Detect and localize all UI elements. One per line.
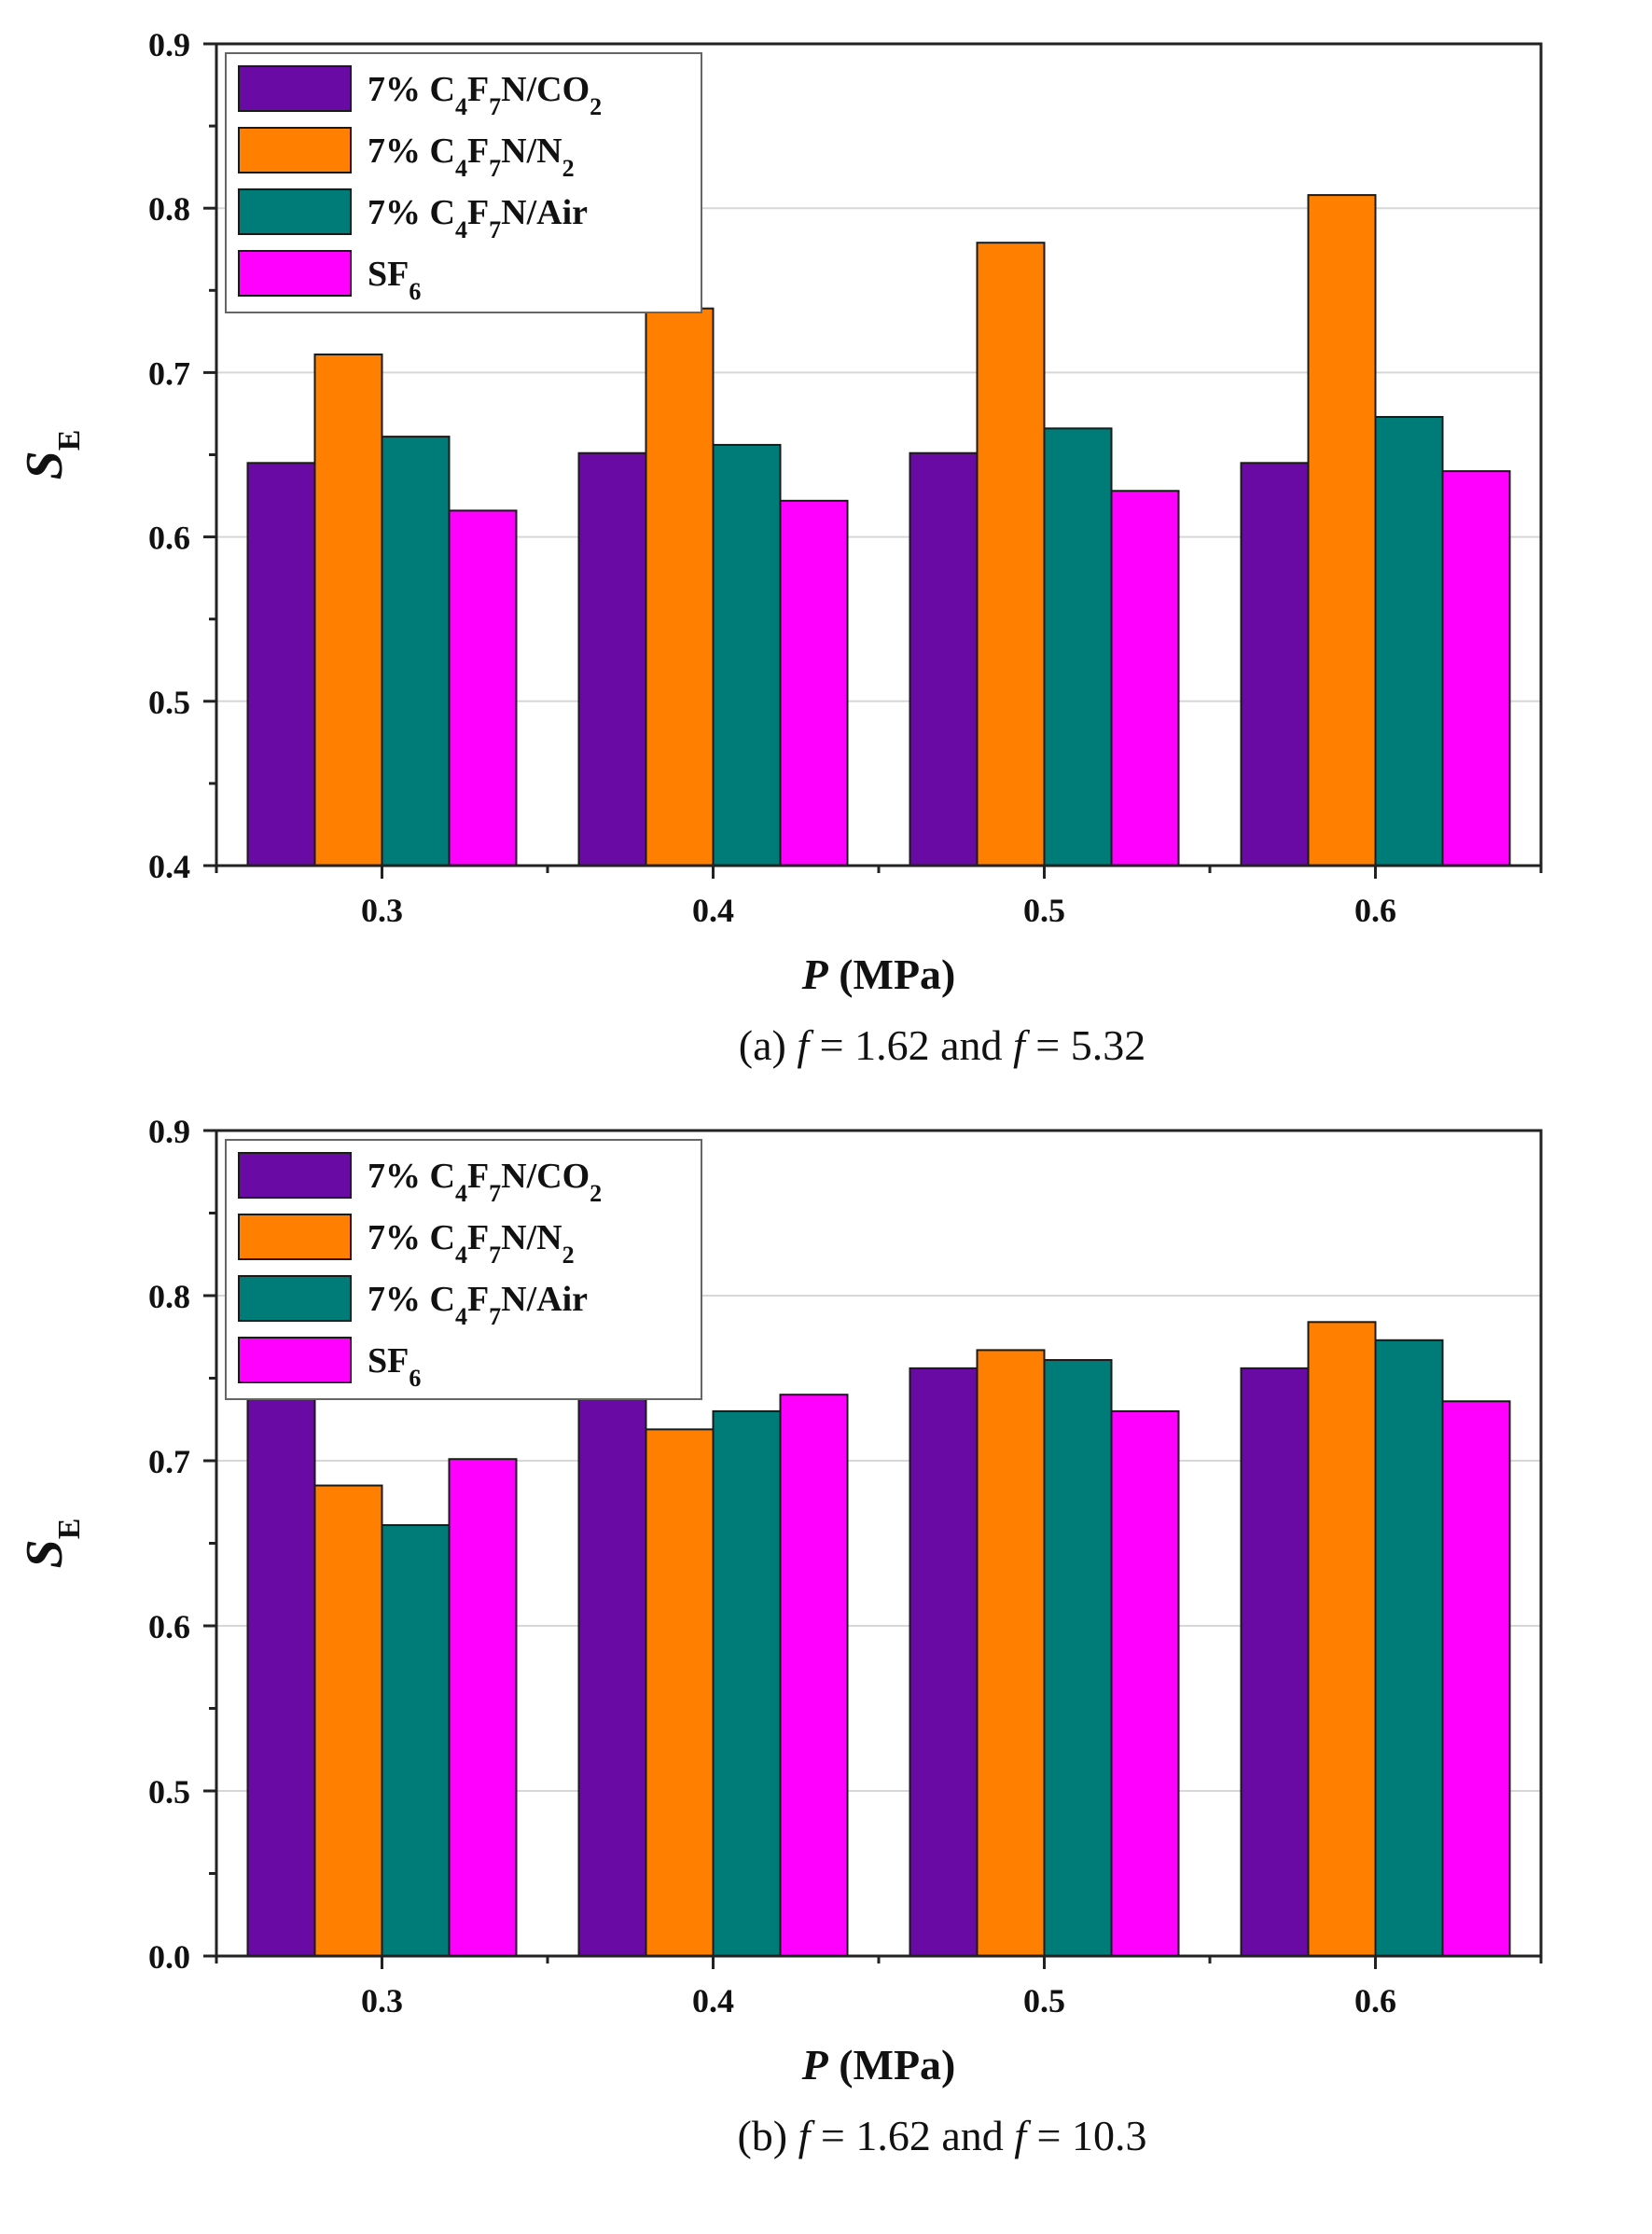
x-tick-label: 0.4 [692, 1982, 734, 2019]
bar-b-s3-0.3 [381, 1524, 451, 1958]
legend-swatch [238, 1214, 352, 1260]
bar-a-s2-0.4 [645, 307, 715, 867]
bar-a-s2-0.3 [313, 354, 383, 867]
y-tick-label: 0.4 [148, 848, 190, 885]
y-tick-label: 0.6 [148, 1608, 190, 1645]
y-tick-label: 0.7 [148, 1443, 190, 1480]
bar-b-s1-0.3 [246, 1388, 316, 1957]
plot-frame [215, 42, 1543, 867]
bar-a-s2-0.6 [1307, 194, 1377, 867]
caption-a: (a) f = 1.62 and f = 5.32 [739, 1021, 1145, 1069]
y-tick-label: 0.6 [148, 520, 190, 557]
legend-label: SF6 [368, 1341, 421, 1392]
x-axis-title: P (MPa) [801, 950, 956, 998]
y-tick-label: 0.0 [148, 1938, 190, 1976]
bar-a-s1-0.4 [577, 451, 647, 867]
bar-b-s4-0.4 [779, 1394, 849, 1957]
bar-a-s3-0.6 [1374, 415, 1444, 867]
bar-a-s3-0.3 [381, 436, 451, 867]
x-axis-title: P (MPa) [801, 2041, 956, 2088]
y-tick-label: 0.5 [148, 1773, 190, 1811]
bar-b-s4-0.5 [1110, 1409, 1180, 1957]
bar-a-s4-0.4 [779, 499, 849, 867]
bar-a-s1-0.6 [1240, 462, 1310, 867]
x-tick-label: 0.6 [1354, 1982, 1396, 2019]
legend-label: SF6 [368, 255, 421, 305]
y-tick-label: 0.9 [148, 26, 190, 63]
bar-a-s3-0.5 [1043, 427, 1113, 867]
y-tick-label: 0.7 [148, 354, 190, 392]
bar-b-s4-0.3 [448, 1458, 518, 1957]
bar-b-s3-0.5 [1043, 1359, 1113, 1957]
bar-b-s1-0.6 [1240, 1367, 1310, 1957]
legend-swatch [238, 1275, 352, 1322]
chart-panel-a: 0.4 0.5 0.6 0.7 0.8 0.9 0.3 0.4 0.5 0.6 7% C4F7N/C… [16, 26, 1543, 1069]
bar-b-s3-0.4 [712, 1409, 782, 1957]
x-tick-label: 0.5 [1023, 892, 1065, 929]
bar-a-s4-0.6 [1441, 470, 1511, 867]
legend-label: 7% C4F7N/Air [368, 1280, 588, 1330]
bar-b-s2-0.3 [313, 1484, 383, 1958]
legend-label: 7% C4F7N/CO2 [368, 1157, 602, 1207]
y-axis-title: SE [16, 430, 87, 480]
legend-label: 7% C4F7N/N2 [368, 1218, 575, 1269]
y-tick-label: 0.9 [148, 1113, 190, 1150]
legend-swatch [238, 127, 352, 173]
bar-a-s1-0.5 [909, 451, 979, 867]
chart-panel-b: 0.0 0.5 0.6 0.7 0.8 0.9 0.3 0.4 0.5 0.6 7% C4F7N/C… [16, 1113, 1543, 2159]
bar-b-s1-0.5 [909, 1367, 979, 1957]
legend-swatch [238, 65, 352, 112]
bar-a-s4-0.3 [448, 509, 518, 867]
legend-swatch [238, 188, 352, 235]
x-tick-label: 0.3 [361, 1982, 403, 2019]
bar-a-s1-0.3 [246, 462, 316, 867]
x-tick-label: 0.3 [361, 892, 403, 929]
bar-a-s3-0.4 [712, 443, 782, 867]
bar-b-s1-0.4 [577, 1381, 647, 1958]
x-tick-label: 0.6 [1354, 892, 1396, 929]
legend-label: 7% C4F7N/N2 [368, 132, 575, 182]
legend-swatch [238, 1337, 352, 1383]
x-tick-label: 0.5 [1023, 1982, 1065, 2019]
bar-b-s2-0.6 [1307, 1321, 1377, 1957]
bar-a-s2-0.5 [976, 242, 1046, 867]
y-tick-label: 0.8 [148, 1278, 190, 1315]
bar-b-s4-0.6 [1441, 1400, 1511, 1957]
bar-a-s4-0.5 [1110, 490, 1180, 867]
bar-b-s2-0.4 [645, 1428, 715, 1957]
legend-swatch [238, 250, 352, 297]
bar-b-s2-0.5 [976, 1349, 1046, 1958]
legend-swatch [238, 1152, 352, 1199]
bar-b-s3-0.6 [1374, 1339, 1444, 1958]
x-tick-label: 0.4 [692, 892, 734, 929]
caption-b: (b) f = 1.62 and f = 10.3 [737, 2112, 1146, 2159]
legend-label: 7% C4F7N/Air [368, 193, 588, 243]
y-axis-title: SE [16, 1519, 87, 1569]
plot-frame [215, 1129, 1543, 1958]
y-tick-label: 0.5 [148, 684, 190, 721]
legend-label: 7% C4F7N/CO2 [368, 70, 602, 120]
y-tick-label: 0.8 [148, 190, 190, 228]
